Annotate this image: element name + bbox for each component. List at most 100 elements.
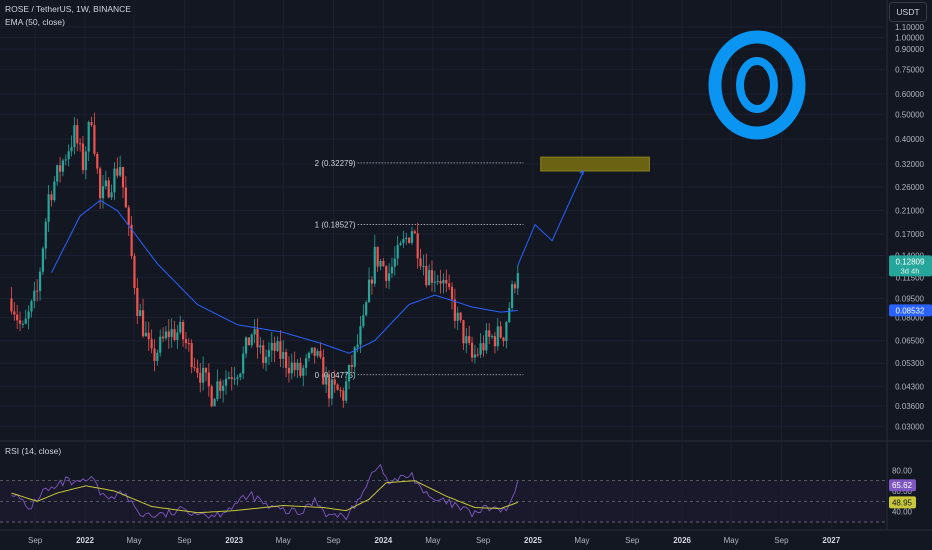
candle-body	[436, 280, 439, 282]
candle-body	[159, 336, 162, 353]
candle-body	[70, 147, 73, 152]
candle-body	[310, 347, 313, 353]
candle-body	[459, 312, 462, 321]
price-tick-label: 0.03000	[895, 422, 924, 431]
candle-body	[296, 362, 299, 371]
candle-body	[470, 342, 474, 358]
candle-body	[439, 280, 442, 284]
candle-body	[293, 362, 296, 371]
countdown-label: 3d 4h	[901, 266, 920, 275]
candle-body	[47, 194, 50, 222]
candle-body	[445, 279, 448, 284]
candle-body	[516, 273, 519, 289]
candle-body	[327, 374, 331, 399]
candle-body	[468, 336, 471, 343]
price-tick-label: 1.00000	[895, 33, 924, 42]
candle-body	[356, 344, 359, 348]
candle-body	[448, 283, 451, 287]
candle-body	[513, 284, 517, 289]
candle-body	[256, 329, 259, 348]
price-tick-label: 0.75000	[895, 65, 924, 74]
candle-body	[330, 379, 333, 399]
candle-body	[347, 365, 351, 382]
candle-body	[202, 367, 205, 383]
candle-body	[299, 362, 302, 376]
time-tick-label: May	[425, 536, 440, 545]
time-tick-label: May	[126, 536, 141, 545]
price-tick-label: 0.08000	[895, 314, 924, 323]
rsi-tick-label: 80.00	[892, 466, 913, 475]
time-tick-label: 2025	[524, 536, 542, 545]
candle-body	[430, 270, 434, 283]
price-tick-label: 0.06500	[895, 337, 924, 346]
candle-body	[90, 122, 93, 126]
candle-body	[345, 381, 348, 401]
candle-body	[204, 367, 208, 373]
candle-body	[21, 323, 24, 325]
candle-body	[144, 332, 148, 337]
candle-body	[110, 192, 113, 198]
time-tick-label: Sep	[326, 536, 341, 545]
candle-body	[502, 337, 505, 342]
logo-outer-ring	[708, 30, 806, 140]
candle-body	[87, 122, 90, 152]
candle-body	[367, 279, 371, 303]
rsi-ma-value-label: 48.95	[892, 498, 913, 507]
projection-arrowhead	[579, 170, 585, 176]
candle-body	[482, 343, 485, 351]
candle-body	[181, 321, 185, 340]
candle-body	[147, 332, 150, 340]
candle-body	[67, 151, 70, 160]
candle-body	[362, 315, 365, 327]
candle-body	[350, 365, 353, 367]
candle-body	[250, 334, 253, 346]
candle-body	[496, 326, 499, 347]
price-tick-label: 0.60000	[895, 90, 924, 99]
candle-body	[53, 181, 56, 201]
candle-body	[322, 357, 325, 385]
candle-body	[379, 260, 382, 267]
candle-body	[170, 329, 173, 338]
candle-body	[184, 339, 188, 344]
candle-body	[450, 286, 454, 300]
price-tick-label: 0.05300	[895, 359, 924, 368]
candle-body	[18, 320, 22, 324]
grid	[0, 0, 932, 531]
price-tick-label: 0.90000	[895, 45, 924, 54]
candle-body	[373, 246, 376, 284]
candle-body	[488, 330, 491, 337]
candle-body	[399, 242, 402, 246]
time-tick-label: 2026	[673, 536, 691, 545]
candle-body	[262, 345, 265, 363]
rsi-line	[11, 463, 519, 521]
candle-body	[187, 343, 190, 345]
candle-body	[107, 180, 110, 198]
candle-body	[81, 143, 85, 171]
candle-body	[273, 342, 276, 351]
candle-body	[93, 125, 96, 154]
currency-button[interactable]: USDT	[889, 2, 927, 22]
candle-body	[385, 266, 388, 281]
fib-level-label: 2 (0.32279)	[315, 159, 356, 168]
time-axis[interactable]: Sep 2022 May Sep 2023 May Sep 2024 May Sep 2025 May…	[28, 536, 841, 545]
candle-body	[339, 389, 342, 391]
candle-body	[233, 378, 236, 380]
fib-level-label: 0 (0.04775)	[315, 371, 356, 380]
candle-body	[130, 224, 133, 257]
candle-body	[99, 168, 102, 199]
candle-body	[413, 231, 416, 234]
candle-body	[33, 290, 36, 301]
candle-body	[101, 186, 105, 199]
candle-body	[56, 165, 59, 182]
candle-body	[113, 168, 116, 193]
candle-body	[276, 341, 279, 351]
candle-body	[465, 336, 468, 344]
candle-body	[290, 362, 293, 374]
candle-body	[410, 231, 414, 243]
price-tick-label: 0.17000	[895, 230, 924, 239]
candle-body	[305, 358, 308, 368]
candle-body	[319, 351, 322, 358]
candle-body	[370, 279, 374, 284]
